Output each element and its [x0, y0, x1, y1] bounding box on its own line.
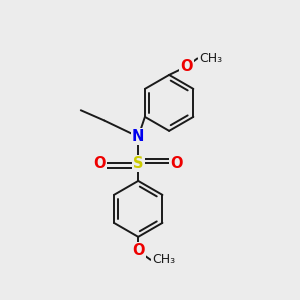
Text: O: O: [170, 156, 183, 171]
Text: CH₃: CH₃: [199, 52, 222, 65]
Text: N: N: [132, 129, 144, 144]
Text: S: S: [133, 156, 143, 171]
Text: CH₃: CH₃: [152, 253, 175, 266]
Text: O: O: [132, 244, 145, 259]
Text: O: O: [94, 156, 106, 171]
Text: O: O: [180, 59, 193, 74]
